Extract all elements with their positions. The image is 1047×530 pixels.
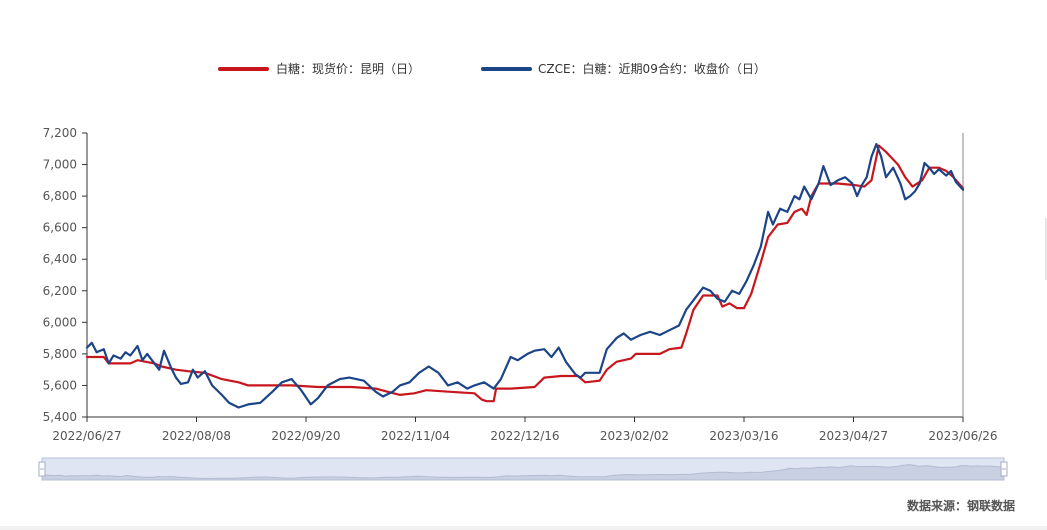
y-ticks: 5,400 5,600 5,800 6,000 6,200 6,400 6,600 6,800… [43,126,87,424]
legend-item-kunming-spot[interactable]: 白糖：现货价：昆明（日） [218,61,420,76]
legend-label-kunming-spot: 白糖：现货价：昆明（日） [276,61,420,76]
x-tick-label: 2023/06/26 [928,429,997,443]
series-layer [85,142,965,409]
y-tick-label: 7,000 [43,158,77,172]
x-tick-label: 2022/06/27 [52,429,121,443]
x-tick-label: 2023/04/27 [819,429,888,443]
y-tick-label: 7,200 [43,126,77,140]
x-tick-label: 2023/02/02 [600,429,669,443]
y-tick-label: 6,200 [43,284,77,298]
bottom-band [0,526,1047,530]
y-tick-label: 6,400 [43,252,77,266]
data-zoom-preview-area [41,464,1005,481]
y-tick-label: 6,800 [43,189,77,203]
legend-item-czce-09[interactable]: CZCE：白糖：近期09合约：收盘价（日） [481,61,766,76]
y-tick-label: 5,600 [43,378,77,392]
y-tick-label: 6,000 [43,315,77,329]
y-tick-label: 5,800 [43,347,77,361]
data-zoom-handle-left[interactable] [38,461,46,477]
axes: 5,400 5,600 5,800 6,000 6,200 6,400 6,600 6,800… [43,126,998,443]
data-source-label: 数据来源：钢联数据 [907,498,1015,513]
x-tick-label: 2022/09/20 [271,429,340,443]
y-tick-label: 6,600 [43,221,77,235]
series-line-czce-09[interactable] [85,142,965,409]
data-zoom-handle-right[interactable] [1000,461,1008,477]
legend-label-czce-09: CZCE：白糖：近期09合约：收盘价（日） [538,61,766,76]
y-tick-label: 5,400 [43,410,77,424]
x-tick-label: 2023/03/16 [709,429,778,443]
x-tick-label: 2022/11/04 [381,429,450,443]
x-tick-label: 2022/08/08 [162,429,231,443]
data-zoom-slider[interactable] [38,457,1008,481]
x-tick-label: 2022/12/16 [490,429,559,443]
right-edge-divider [1045,218,1047,280]
x-ticks: 2022/06/27 2022/08/08 2022/09/20 2022/11/04… [52,417,998,443]
legend[interactable]: 白糖：现货价：昆明（日） CZCE：白糖：近期09合约：收盘价（日） [218,61,766,76]
